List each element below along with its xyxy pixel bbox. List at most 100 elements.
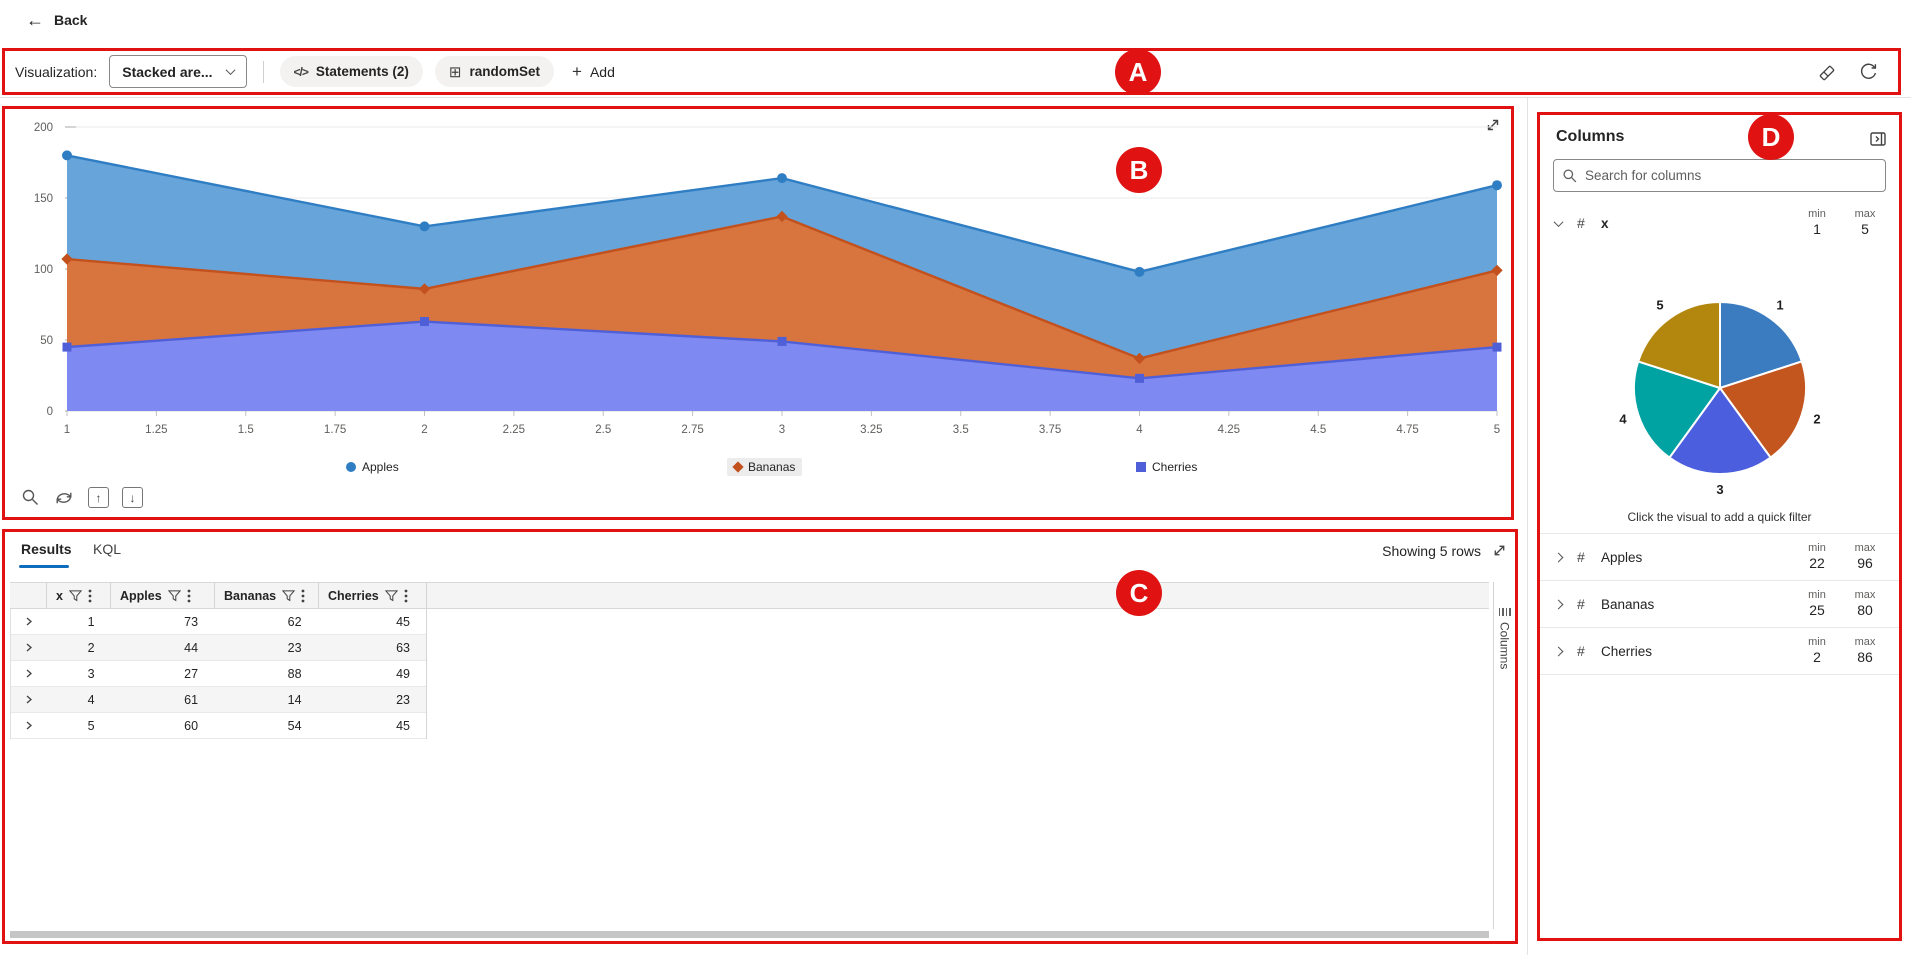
legend-item-apples[interactable]: Apples — [339, 458, 406, 476]
cell: 61 — [184, 692, 199, 707]
column-header-bananas[interactable]: Bananas — [214, 583, 318, 608]
numeric-type-icon: # — [1577, 215, 1585, 231]
legend-label: Apples — [362, 460, 399, 474]
column-menu-icon[interactable] — [404, 589, 408, 603]
columns-side-tab-label[interactable]: Columns — [1497, 622, 1512, 670]
grid-body: 1 73 62 45 2 44 23 63 3 27 88 49 4 61 14 23 5 60 54 45 — [10, 609, 427, 739]
collapse-chevron-icon[interactable] — [1553, 214, 1577, 232]
row-expand-icon[interactable] — [11, 643, 47, 652]
legend-item-bananas[interactable]: Bananas — [727, 458, 803, 476]
svg-text:3.25: 3.25 — [860, 424, 882, 436]
stacked-area-chart[interactable]: 0 50 100 150 200 1 1.25 1.5 1.75 2 2.25 2.5 2.75 3 3.2… — [7, 113, 1507, 449]
row-expand-icon[interactable] — [11, 617, 47, 626]
max-value: 5 — [1861, 220, 1869, 237]
row-expand-icon[interactable] — [11, 721, 47, 730]
column-menu-icon[interactable] — [88, 589, 92, 603]
columns-side-tab[interactable]: Columns — [1493, 582, 1515, 929]
column-header-apples[interactable]: Apples — [110, 583, 214, 608]
column-header-x[interactable]: x — [46, 583, 110, 608]
dataset-pill[interactable]: ⊞ randomSet — [434, 56, 555, 87]
cell: 44 — [184, 640, 199, 655]
svg-text:3: 3 — [1716, 482, 1723, 497]
cell: 14 — [287, 692, 302, 707]
add-button[interactable]: + Add — [572, 62, 615, 82]
reset-loop-icon[interactable] — [53, 489, 75, 507]
columns-search-box[interactable] — [1553, 159, 1886, 192]
move-up-icon[interactable]: ↑ — [88, 487, 109, 508]
row-count-label: Showing 5 rows — [1382, 543, 1481, 559]
field-name: Bananas — [1601, 596, 1655, 612]
svg-text:3.75: 3.75 — [1039, 424, 1061, 436]
field-stats: min 1 max 5 — [1799, 208, 1899, 239]
field-row-cherries[interactable]: # Cherries min 2 max 86 — [1540, 628, 1899, 675]
pie-slice-1[interactable] — [1718, 300, 1803, 390]
horizontal-scrollbar[interactable] — [10, 931, 1489, 938]
expand-chevron-icon[interactable] — [1553, 548, 1577, 566]
max-label: max — [1854, 588, 1876, 601]
field-stats: min 25 max 80 — [1799, 589, 1899, 620]
add-label: Add — [589, 63, 615, 80]
svg-text:4: 4 — [1619, 412, 1627, 427]
table-row[interactable]: 2 44 23 63 — [11, 635, 426, 661]
toolbar-right-group — [1817, 62, 1878, 82]
x-distribution-pie-chart[interactable]: 1 2 3 4 5 — [1570, 283, 1870, 497]
filter-icon[interactable] — [384, 589, 398, 602]
filter-icon[interactable] — [68, 589, 82, 602]
field-row-apples[interactable]: # Apples min 22 max 96 — [1540, 534, 1899, 581]
min-label: min — [1808, 588, 1826, 601]
dataset-label: randomSet — [469, 64, 541, 79]
quick-filter-pie-area[interactable]: 1 2 3 4 5 — [1540, 247, 1899, 530]
zoom-search-icon[interactable] — [21, 488, 40, 507]
tab-results[interactable]: Results — [21, 541, 72, 557]
collapse-panel-icon[interactable] — [1869, 130, 1887, 148]
columns-panel-title: Columns — [1556, 128, 1625, 145]
min-label: min — [1808, 207, 1826, 220]
eraser-icon[interactable] — [1817, 62, 1837, 82]
svg-text:2.25: 2.25 — [503, 424, 525, 436]
column-menu-icon[interactable] — [187, 589, 191, 603]
tab-kql[interactable]: KQL — [93, 541, 122, 557]
min-label: min — [1808, 635, 1826, 648]
field-row-bananas[interactable]: # Bananas min 25 max 80 — [1540, 581, 1899, 628]
table-row[interactable]: 1 73 62 45 — [11, 609, 426, 635]
active-tab-underline — [19, 565, 69, 568]
svg-text:3.5: 3.5 — [953, 424, 969, 436]
bananas-marker-icon — [732, 461, 744, 473]
filter-icon[interactable] — [282, 589, 296, 602]
svg-text:5: 5 — [1494, 424, 1500, 436]
expand-chevron-icon[interactable] — [1553, 595, 1577, 613]
svg-text:4.75: 4.75 — [1396, 424, 1418, 436]
legend-item-cherries[interactable]: Cherries — [1129, 458, 1204, 476]
cell: 23 — [287, 640, 302, 655]
row-expand-icon[interactable] — [11, 669, 47, 678]
pie-slice-2[interactable] — [1717, 360, 1807, 459]
back-button[interactable]: ← Back — [26, 11, 87, 29]
statements-pill[interactable]: </> Statements (2) — [279, 56, 423, 87]
search-icon — [1563, 168, 1577, 182]
cherries-marker-icon — [1136, 462, 1146, 472]
pie-slice-3[interactable] — [1667, 386, 1772, 475]
vertical-divider — [1527, 98, 1528, 955]
chart-type-dropdown[interactable]: Stacked are... — [109, 55, 247, 88]
move-down-icon[interactable]: ↓ — [122, 487, 143, 508]
legend-label: Bananas — [748, 460, 796, 474]
row-expand-icon[interactable] — [11, 695, 47, 704]
column-header-cherries[interactable]: Cherries — [318, 583, 427, 608]
grip-icon[interactable] — [1498, 608, 1511, 616]
chevron-down-icon — [225, 65, 235, 76]
table-row[interactable]: 4 61 14 23 — [11, 687, 426, 713]
pie-slice-5[interactable] — [1636, 300, 1721, 390]
columns-search-input[interactable] — [1585, 168, 1877, 183]
results-expand-icon[interactable] — [1492, 543, 1507, 558]
max-label: max — [1854, 635, 1876, 648]
table-row[interactable]: 5 60 54 45 — [11, 713, 426, 739]
column-menu-icon[interactable] — [301, 589, 305, 603]
refresh-icon[interactable] — [1859, 62, 1878, 81]
cell: 23 — [396, 692, 410, 707]
pie-slice-4[interactable] — [1632, 360, 1722, 459]
table-row[interactable]: 3 27 88 49 — [11, 661, 426, 687]
expand-chevron-icon[interactable] — [1553, 642, 1577, 660]
filter-icon[interactable] — [167, 589, 181, 602]
field-row-x[interactable]: # x min 1 max 5 — [1540, 203, 1899, 243]
svg-text:1.5: 1.5 — [238, 424, 254, 436]
